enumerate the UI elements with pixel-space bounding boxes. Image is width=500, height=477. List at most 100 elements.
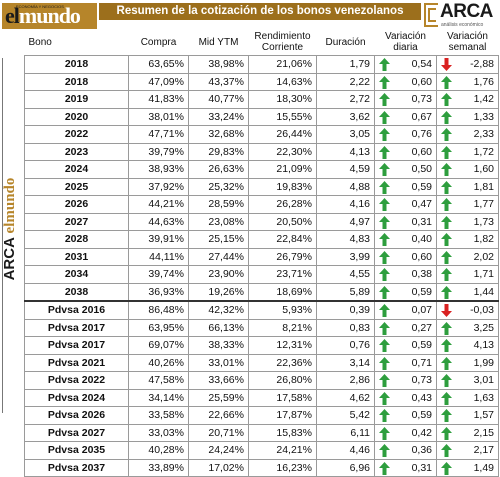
- cell-rendimiento: 22,36%: [248, 353, 317, 372]
- var-diaria-value: 0,36: [411, 444, 432, 457]
- cell-rendimiento: 26,28%: [248, 195, 317, 214]
- arrow-up-icon: [379, 93, 390, 106]
- arrow-up-icon: [441, 391, 452, 405]
- cell-var-semanal: 1,33: [436, 107, 499, 126]
- arrow-up-icon: [441, 321, 452, 335]
- cell-mid-ytm: 23,08%: [188, 212, 249, 231]
- cell-var-diaria: 0,31: [374, 458, 437, 477]
- arrow-up-icon: [441, 93, 452, 106]
- var-diaria-value: 0,59: [411, 339, 432, 352]
- arrow-up-icon: [441, 110, 452, 124]
- cell-mid-ytm: 38,98%: [188, 55, 249, 74]
- arrow-up-icon: [379, 145, 390, 159]
- var-semanal-value: 1,99: [473, 356, 494, 369]
- cell-mid-ytm: 28,59%: [188, 195, 249, 214]
- table-row: Pdvsa 2026 33,58% 22,66% 17,87% 5,42 0,59 1,57: [24, 406, 499, 425]
- cell-mid-ytm: 24,24%: [188, 441, 249, 460]
- cell-bono: 2024: [24, 160, 129, 179]
- var-diaria-value: 0,73: [411, 374, 432, 387]
- arrow-up-icon: [441, 75, 452, 89]
- cell-var-semanal: 1,57: [436, 406, 499, 425]
- var-diaria-value: 0,59: [411, 409, 432, 422]
- arrow-up-icon: [441, 198, 452, 211]
- cell-duracion: 6,11: [316, 423, 375, 442]
- arrow-up-icon: [441, 426, 452, 440]
- arrow-up-icon: [379, 198, 390, 211]
- cell-compra: 38,01%: [128, 107, 189, 126]
- table-row: Pdvsa 2037 33,89% 17,02% 16,23% 6,96 0,31 1,49: [24, 458, 499, 477]
- table-row: 2024 38,93% 26,63% 21,09% 4,59 0,50 1,60: [24, 160, 499, 179]
- var-diaria-value: 0,59: [411, 285, 432, 298]
- cell-duracion: 6,96: [316, 458, 375, 477]
- table-row: Pdvsa 2021 40,26% 33,01% 22,36% 3,14 0,71 1,99: [24, 353, 499, 372]
- arrow-up-icon: [441, 233, 452, 246]
- cell-duracion: 4,59: [316, 160, 375, 179]
- cell-bono: 2022: [24, 125, 129, 144]
- var-diaria-value: 0,60: [411, 250, 432, 263]
- cell-rendimiento: 14,63%: [248, 72, 317, 91]
- cell-mid-ytm: 22,66%: [188, 406, 249, 425]
- arrow-up-icon: [379, 304, 390, 317]
- cell-var-semanal: 2,33: [436, 125, 499, 144]
- cell-var-diaria: 0,60: [374, 142, 437, 161]
- cell-var-diaria: 0,43: [374, 388, 437, 407]
- var-semanal-value: 1,73: [473, 215, 494, 228]
- cell-bono: 2027: [24, 212, 129, 231]
- cell-rendimiento: 15,83%: [248, 423, 317, 442]
- var-semanal-value: 3,25: [473, 321, 494, 334]
- table-row: Pdvsa 2016 86,48% 42,32% 5,93% 0,39 0,07 -0,03: [24, 300, 499, 320]
- arrow-up-icon: [379, 58, 390, 71]
- table-row: Pdvsa 2017 69,07% 38,33% 12,31% 0,76 0,59 4,13: [24, 336, 499, 355]
- cell-duracion: 4,62: [316, 388, 375, 407]
- arrow-up-icon: [379, 391, 390, 405]
- var-diaria-value: 0,07: [411, 304, 432, 317]
- cell-var-semanal: 1,76: [436, 72, 499, 91]
- cell-bono: 2018: [24, 55, 129, 74]
- cell-rendimiento: 18,30%: [248, 90, 317, 109]
- arca-logo: ARCA análisis económico: [424, 1, 498, 31]
- table-row: 2018 63,65% 38,98% 21,06% 1,79 0,54 -2,88: [24, 55, 499, 74]
- cell-duracion: 2,72: [316, 90, 375, 109]
- cell-bono: 2028: [24, 230, 129, 249]
- cell-duracion: 0,39: [316, 300, 375, 320]
- cell-duracion: 4,88: [316, 177, 375, 196]
- cell-bono: 2020: [24, 107, 129, 126]
- cell-var-diaria: 0,76: [374, 125, 437, 144]
- table-row: 2020 38,01% 33,24% 15,55% 3,62 0,67 1,33: [24, 107, 499, 126]
- cell-bono: 2038: [24, 282, 129, 302]
- table-row: 2026 44,21% 28,59% 26,28% 4,16 0,47 1,77: [24, 195, 499, 214]
- table-row: 2018 47,09% 43,37% 14,63% 2,22 0,60 1,76: [24, 72, 499, 91]
- arca-mark-inner-icon: [428, 8, 436, 22]
- cell-compra: 63,65%: [128, 55, 189, 74]
- table-row: 2023 39,79% 29,83% 22,30% 4,13 0,60 1,72: [24, 142, 499, 161]
- cell-rendimiento: 5,93%: [248, 300, 317, 320]
- var-semanal-value: 1,63: [473, 391, 494, 404]
- cell-mid-ytm: 42,32%: [188, 300, 249, 320]
- cell-var-diaria: 0,40: [374, 230, 437, 249]
- col-header-rendimiento: Rendimiento Corriente: [248, 29, 317, 56]
- var-diaria-value: 0,27: [411, 321, 432, 334]
- cell-compra: 44,63%: [128, 212, 189, 231]
- var-diaria-value: 0,43: [411, 391, 432, 404]
- cell-bono: Pdvsa 2022: [24, 371, 129, 390]
- cell-compra: 86,48%: [128, 300, 189, 320]
- cell-mid-ytm: 23,90%: [188, 265, 249, 284]
- table-row: 2034 39,74% 23,90% 23,71% 4,55 0,38 1,71: [24, 265, 499, 284]
- cell-mid-ytm: 25,59%: [188, 388, 249, 407]
- cell-compra: 40,28%: [128, 441, 189, 460]
- var-diaria-value: 0,38: [411, 268, 432, 281]
- cell-compra: 47,58%: [128, 371, 189, 390]
- arrow-up-icon: [379, 110, 390, 124]
- var-semanal-value: -0,03: [470, 304, 494, 317]
- col-header-bono: Bono: [24, 29, 129, 56]
- arrow-up-icon: [441, 268, 452, 281]
- cell-var-semanal: 1,49: [436, 458, 499, 477]
- cell-compra: 47,09%: [128, 72, 189, 91]
- cell-mid-ytm: 38,33%: [188, 336, 249, 355]
- var-semanal-value: 1,76: [473, 75, 494, 88]
- col-header-duracion: Duración: [316, 29, 375, 56]
- arrow-up-icon: [441, 128, 452, 141]
- cell-var-semanal: 2,02: [436, 247, 499, 266]
- cell-var-semanal: 1,73: [436, 212, 499, 231]
- cell-compra: 39,79%: [128, 142, 189, 161]
